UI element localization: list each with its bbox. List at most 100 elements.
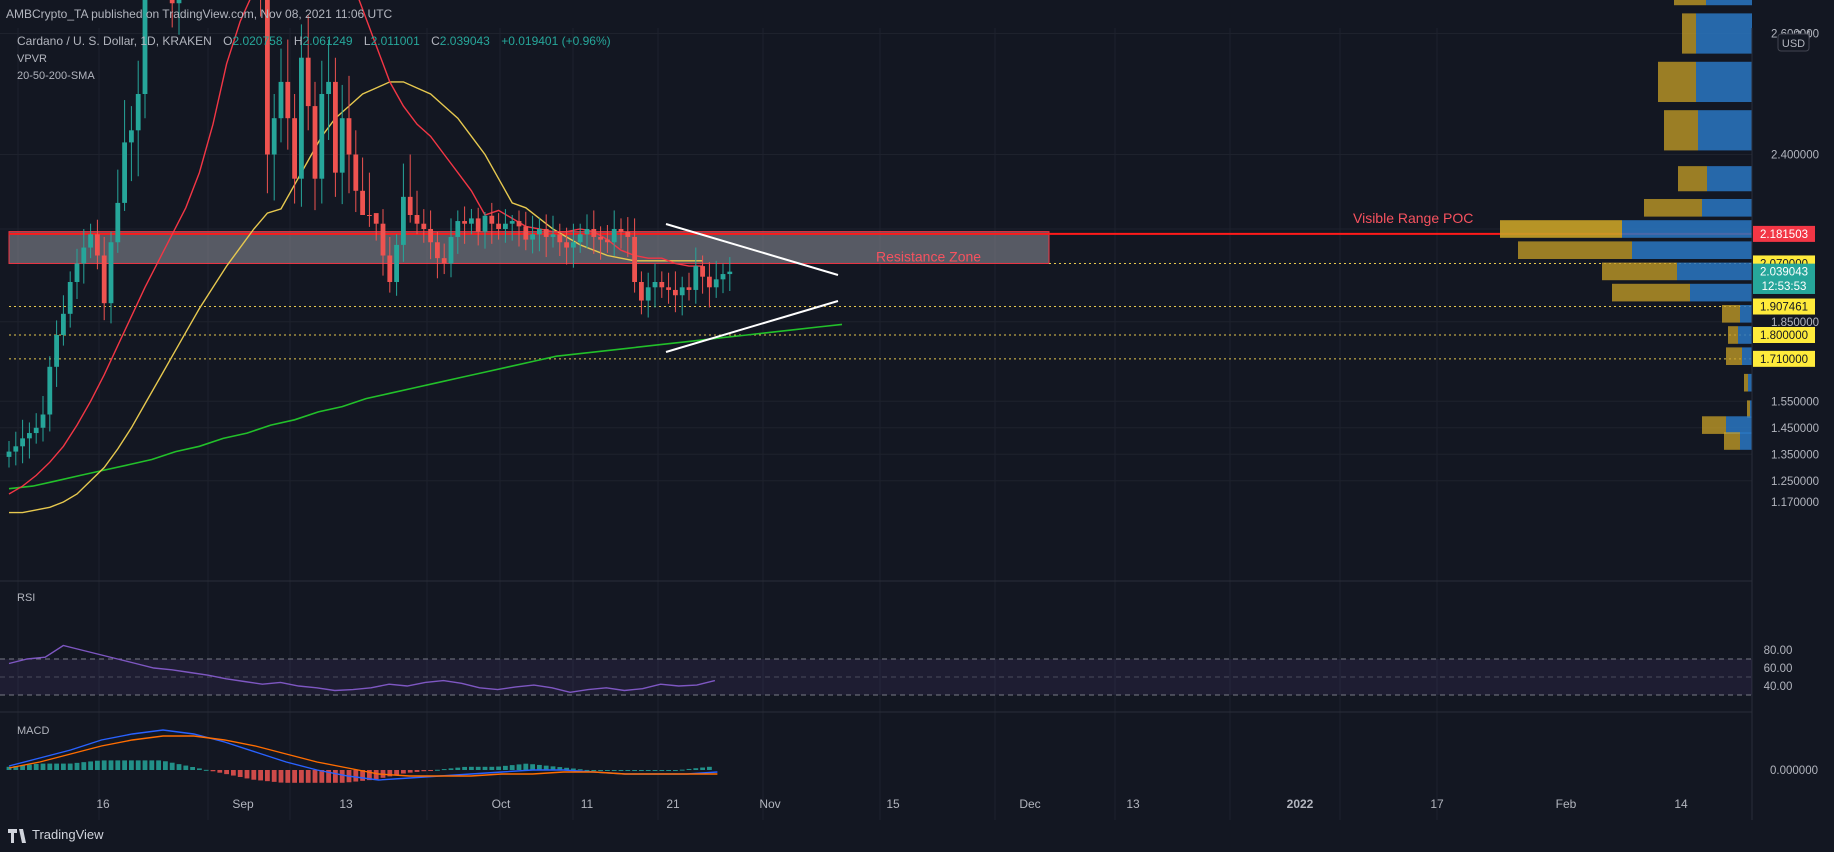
ohlc-change: +0.019401 (+0.96%) [501,34,610,48]
ohlc-open: 2.020758 [232,34,282,48]
macd-hist-bar-35 [244,770,250,779]
candle-body-53 [367,215,372,216]
time-tick-7: 15 [886,797,900,811]
macd-hist-bar-14 [101,760,107,770]
macd-hist-bar-82 [564,767,569,770]
triangle-lower-line[interactable] [665,300,839,353]
candle-body-104 [713,279,719,288]
ohlc-low: 2.011001 [371,34,420,48]
macd-hist-bar-44 [305,770,311,783]
macd-hist-bar-100 [686,768,692,770]
candle-body-76 [523,226,529,240]
macd-hist-bar-23 [163,761,168,770]
macd-title: MACD [17,725,49,737]
macd-hist-bar-40 [278,770,284,783]
candle-body-98 [673,289,678,296]
vp-up-bar-18 [1726,347,1742,366]
vp-up-bar-20 [1747,400,1750,419]
macd-hist-bar-68 [469,766,474,770]
candle-body-46 [319,94,325,179]
candle-body-47 [326,81,331,94]
candle-body-57 [394,244,399,282]
candle-body-88 [605,239,610,243]
candle-body-90 [618,229,624,232]
price-tick-7: 1.350000 [1771,449,1819,461]
macd-hist-bar-33 [231,770,236,776]
candle-body-105 [720,274,726,280]
vp-down-bar-7 [1696,13,1752,54]
publisher-line: AMBCrypto_TA published on TradingView.co… [6,7,393,21]
candle-body-106 [727,271,733,275]
price-badge-bg-6 [1753,350,1815,367]
candle-body-40 [278,81,284,119]
vp-up-bar-9 [1664,110,1698,151]
time-axis[interactable]: 16 Sep 13 Oct 11 21 Nov 15 Dec 13 2022 17 Feb 14 [96,797,1688,811]
candle-body-17 [122,142,127,203]
candle-body-41 [285,81,291,119]
macd-hist-bar-86 [591,770,597,771]
candle-body-52 [360,190,365,215]
candle-body-55 [380,223,386,256]
macd-hist-bar-84 [577,769,583,771]
vp-down-bar-21 [1726,416,1752,434]
candle-body-80 [550,234,556,237]
price-axis[interactable]: 3.0000002.8000002.6000002.4000001.850000… [1771,0,1819,509]
macd-hist-bar-20 [142,760,148,770]
candle-body-93 [639,282,644,301]
time-tick-10: 2022 [1287,797,1314,811]
candle-body-44 [305,57,311,107]
vp-up-bar-6 [1674,0,1706,6]
macd-hist-bar-99 [679,769,685,771]
macd-hist-bar-0 [6,766,12,770]
vp-down-bar-10 [1707,166,1752,192]
candle-body-1 [13,446,19,452]
vp-up-bar-14 [1602,262,1677,281]
macd-hist-bar-18 [129,760,134,770]
vp-up-bar-22 [1724,432,1740,450]
macd-hist-bar-52 [360,770,365,781]
macd-hist-bar-87 [598,770,603,771]
triangle-upper-line[interactable] [665,223,839,276]
candle-body-65 [448,236,454,264]
macd-hist-bar-5 [40,763,46,770]
candle-body-10 [74,263,80,282]
chart-grid [0,28,1752,820]
symbol-name: Cardano / U. S. Dollar, 1D, KRAKEN [17,34,212,48]
macd-hist-bar-8 [61,763,66,770]
macd-hist-bar-59 [407,770,413,773]
candle-body-7 [54,335,59,367]
time-tick-13: 14 [1674,797,1688,811]
candle-body-19 [135,94,141,131]
candle-body-20 [142,0,148,95]
macd-hist-bar-75 [516,764,522,770]
vp-up-bar-16 [1722,304,1740,323]
vp-up-bar-19 [1744,373,1748,392]
macd-hist-bar-56 [387,770,393,777]
currency-box[interactable] [1777,33,1810,52]
candle-body-66 [455,221,461,237]
indicator-vpvr[interactable]: VPVR [17,53,47,65]
vp-down-bar-22 [1740,432,1752,450]
candle-body-58 [401,196,406,245]
candle-body-85 [584,229,590,235]
macd-hist-bar-25 [176,764,182,770]
macd-hist-bar-62 [428,770,433,771]
macd-hist-bar-98 [673,770,678,771]
vp-down-bar-9 [1698,110,1752,151]
price-tick-3: 2.400000 [1771,150,1819,162]
macd-hist-bar-28 [197,768,202,770]
ohlc-close: 2.039043 [440,34,490,48]
indicator-sma[interactable]: 20-50-200-SMA [17,70,95,82]
macd-hist-bar-71 [489,766,495,770]
rsi-tick-0: 80.00 [1764,645,1793,657]
candle-body-75 [516,221,522,227]
macd-hist-bar-41 [285,770,291,783]
time-tick-11: 17 [1430,797,1444,811]
macd-hist-bar-67 [462,766,467,770]
vp-down-bar-14 [1677,262,1752,281]
macd-hist-bar-3 [27,764,32,770]
macd-hist-bar-89 [611,770,617,771]
price-badge-2: 2.039043 [1760,267,1808,279]
macd-hist-bar-102 [700,767,705,770]
